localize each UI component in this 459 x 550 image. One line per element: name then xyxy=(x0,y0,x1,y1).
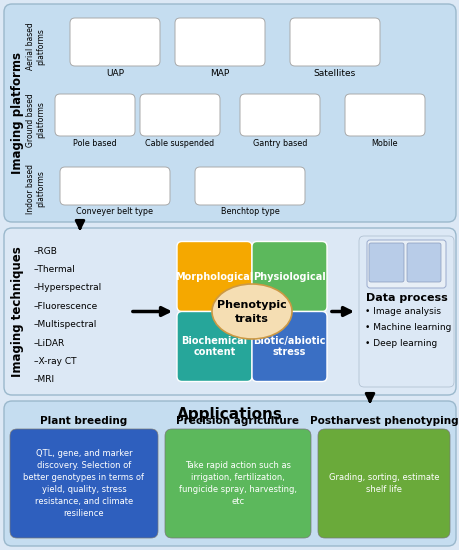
FancyBboxPatch shape xyxy=(165,429,310,538)
FancyBboxPatch shape xyxy=(252,311,326,382)
Text: Indoor based
platforms: Indoor based platforms xyxy=(26,164,45,214)
Text: –X-ray CT: –X-ray CT xyxy=(34,357,76,366)
Text: MAP: MAP xyxy=(210,69,229,78)
FancyBboxPatch shape xyxy=(55,94,134,136)
FancyBboxPatch shape xyxy=(252,241,326,311)
FancyBboxPatch shape xyxy=(358,236,453,387)
Text: Precision agriculture: Precision agriculture xyxy=(176,416,299,426)
Text: –Multispectral: –Multispectral xyxy=(34,320,97,329)
Text: Take rapid action such as
irrigation, fertilization,
fungicide spray, harvesting: Take rapid action such as irrigation, fe… xyxy=(179,461,297,505)
FancyBboxPatch shape xyxy=(174,18,264,66)
Text: • Machine learning: • Machine learning xyxy=(364,323,450,333)
Text: Plant breeding: Plant breeding xyxy=(40,416,127,426)
FancyBboxPatch shape xyxy=(368,243,403,282)
FancyBboxPatch shape xyxy=(177,311,252,382)
Text: Ground based
platforms: Ground based platforms xyxy=(26,93,45,147)
FancyBboxPatch shape xyxy=(317,429,449,538)
Text: –MRI: –MRI xyxy=(34,375,55,384)
FancyBboxPatch shape xyxy=(140,94,219,136)
Text: • Deep learning: • Deep learning xyxy=(364,339,437,349)
Text: Cable suspended: Cable suspended xyxy=(145,139,214,147)
Text: • Image analysis: • Image analysis xyxy=(364,307,440,316)
FancyBboxPatch shape xyxy=(289,18,379,66)
FancyBboxPatch shape xyxy=(177,241,252,311)
FancyBboxPatch shape xyxy=(60,167,170,205)
FancyBboxPatch shape xyxy=(10,429,157,538)
Ellipse shape xyxy=(212,284,291,339)
Text: Benchtop type: Benchtop type xyxy=(220,207,279,217)
Text: Pole based: Pole based xyxy=(73,139,117,147)
FancyBboxPatch shape xyxy=(366,240,445,288)
Text: Conveyer belt type: Conveyer belt type xyxy=(76,207,153,217)
Text: Physiological: Physiological xyxy=(252,272,325,282)
Text: –Fluorescence: –Fluorescence xyxy=(34,302,98,311)
Text: Applications: Applications xyxy=(177,408,282,422)
FancyBboxPatch shape xyxy=(344,94,424,136)
FancyBboxPatch shape xyxy=(195,167,304,205)
Text: –Hyperspectral: –Hyperspectral xyxy=(34,283,102,293)
Text: Aerial based
platforms: Aerial based platforms xyxy=(26,23,45,70)
FancyBboxPatch shape xyxy=(240,94,319,136)
Text: QTL, gene, and marker
discovery. Selection of
better genotypes in terms of
yield: QTL, gene, and marker discovery. Selecti… xyxy=(23,449,144,518)
Text: Imaging techniques: Imaging techniques xyxy=(11,246,24,377)
Text: Gantry based: Gantry based xyxy=(252,139,307,147)
Text: Postharvest phenotyping: Postharvest phenotyping xyxy=(309,416,457,426)
Text: Imaging platforms: Imaging platforms xyxy=(11,52,24,174)
Text: Morphological: Morphological xyxy=(175,272,253,282)
FancyBboxPatch shape xyxy=(4,4,455,222)
FancyBboxPatch shape xyxy=(406,243,440,282)
Text: Biochemical
content: Biochemical content xyxy=(181,336,247,358)
Text: Grading, sorting, estimate
shelf life: Grading, sorting, estimate shelf life xyxy=(328,473,438,494)
Text: Biotic/abiotic
stress: Biotic/abiotic stress xyxy=(253,336,325,358)
FancyBboxPatch shape xyxy=(70,18,160,66)
Text: –LiDAR: –LiDAR xyxy=(34,339,65,348)
Text: traits: traits xyxy=(235,314,269,323)
Text: UAP: UAP xyxy=(106,69,124,78)
Text: –RGB: –RGB xyxy=(34,247,58,256)
Text: Mobile: Mobile xyxy=(371,139,397,147)
FancyBboxPatch shape xyxy=(4,228,455,395)
Text: –Thermal: –Thermal xyxy=(34,265,76,274)
Text: Data process: Data process xyxy=(365,293,447,303)
Text: Satellites: Satellites xyxy=(313,69,355,78)
FancyBboxPatch shape xyxy=(4,401,455,546)
Text: Phenotypic: Phenotypic xyxy=(217,300,286,310)
